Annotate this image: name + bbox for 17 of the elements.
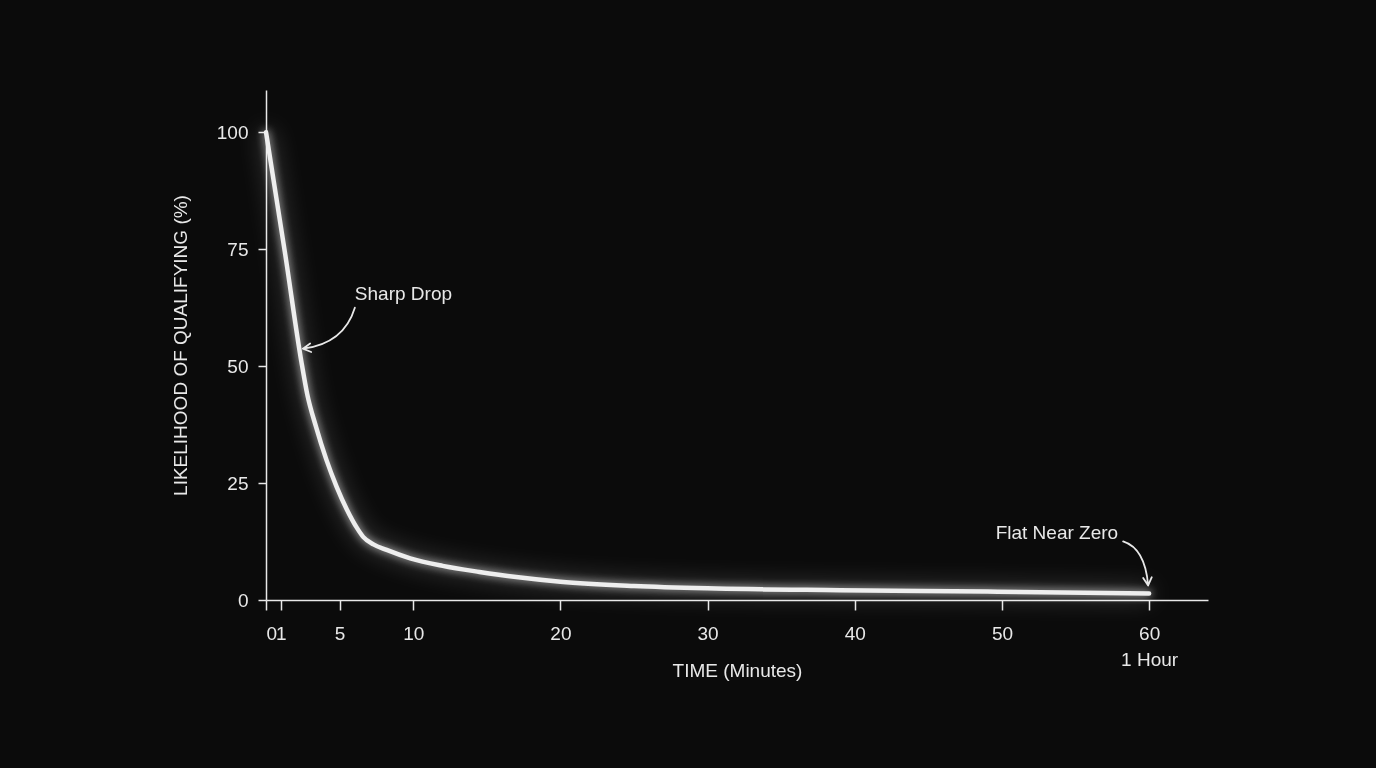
x-tick-label: 0 [266,622,278,644]
x-axis-title: TIME (Minutes) [672,659,803,681]
x-tick-label: 5 [334,622,346,644]
y-tick-label: 50 [227,355,249,377]
annotation: Sharp Drop [354,282,453,304]
annotation: Flat Near Zero [995,522,1119,544]
y-tick-label: 0 [237,589,249,611]
x-tick-label: 30 [697,622,719,644]
y-tick-label: 25 [227,472,249,494]
x-tick-label: 50 [991,622,1014,644]
x-tick-label: 10 [403,622,425,644]
x-tick-label: 40 [844,622,866,644]
y-tick-label: 100 [216,121,249,143]
x-tick-label: 20 [550,622,572,644]
y-tick-label: 75 [227,238,249,260]
x-tick-label: 60 1 Hour [1121,622,1179,670]
y-axis-title: LIKELIHOOD OF QUALIFYING (%) [169,195,191,496]
